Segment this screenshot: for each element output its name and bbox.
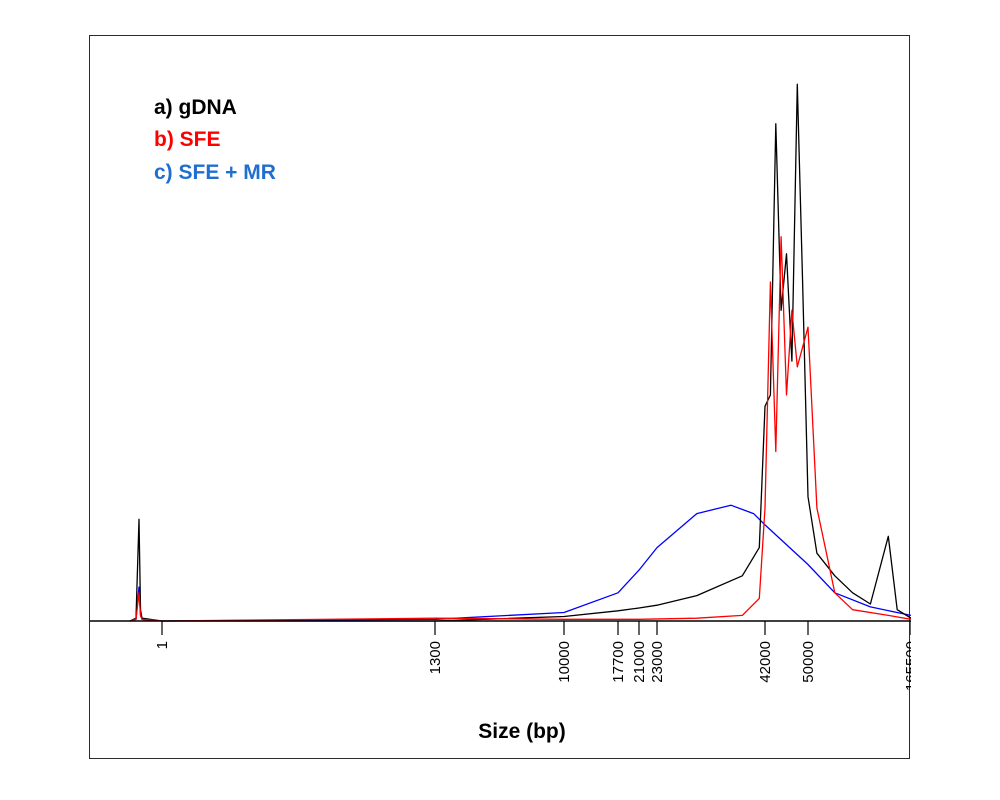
x-tick-label: 21000 (631, 641, 648, 683)
chart: a) gDNA b) SFE c) SFE + MR 1 1300 10000 177… (90, 83, 911, 743)
x-axis-ticks: 1 1300 10000 17700 21000 23000 42000 50000 16550… (154, 621, 911, 691)
x-tick-label: 165500 (903, 641, 911, 691)
legend: a) gDNA b) SFE c) SFE + MR (154, 96, 276, 184)
series-line-sfe-mr (129, 504, 911, 622)
legend-entry-gdna: a) gDNA (154, 96, 237, 119)
x-axis-title: Size (bp) (478, 720, 566, 743)
x-tick-label: 17700 (610, 641, 627, 683)
chart-frame: a) gDNA b) SFE c) SFE + MR 1 1300 10000 177… (89, 35, 911, 759)
x-tick-label: 1300 (427, 641, 444, 674)
x-tick-label: 10000 (556, 641, 573, 683)
legend-entry-sfe: b) SFE (154, 128, 221, 151)
x-tick-label: 23000 (649, 641, 666, 683)
x-tick-label: 50000 (800, 641, 817, 683)
legend-entry-sfe-mr: c) SFE + MR (154, 161, 276, 184)
series-line-sfe (129, 236, 911, 622)
x-tick-label: 42000 (757, 641, 774, 683)
x-tick-label: 1 (154, 641, 171, 649)
